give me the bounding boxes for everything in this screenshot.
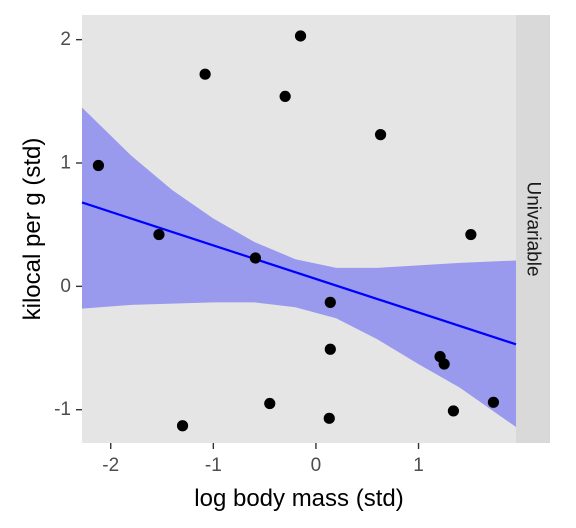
data-point	[279, 90, 291, 103]
x-tick-label: 0	[311, 455, 322, 476]
facet-label: Univariable	[523, 181, 544, 276]
y-axis: -1 0 1 2	[54, 29, 82, 420]
data-point	[438, 358, 450, 370]
data-points	[92, 30, 500, 432]
data-point	[465, 228, 477, 241]
data-point	[447, 405, 460, 417]
data-point	[249, 252, 261, 264]
x-axis: -2 -1 0 1	[102, 443, 424, 476]
data-point	[324, 343, 336, 355]
data-point	[323, 412, 335, 424]
data-point	[374, 129, 387, 141]
data-point	[264, 397, 276, 410]
data-point	[199, 68, 211, 80]
data-point	[153, 228, 165, 241]
y-tick-label: 1	[60, 153, 71, 174]
y-axis-title: kilocal per g (std)	[19, 138, 46, 321]
data-point	[92, 159, 105, 172]
x-axis-title: log body mass (std)	[194, 485, 403, 512]
data-point	[294, 30, 307, 42]
data-point	[176, 420, 189, 432]
confidence-band	[82, 107, 516, 427]
x-tick-label: -2	[102, 455, 119, 476]
facet-strip	[516, 15, 550, 443]
regression-line	[81, 201, 517, 346]
y-tick-label: 0	[60, 276, 71, 297]
data-point	[487, 396, 500, 408]
y-tick-label: 2	[60, 29, 71, 50]
x-tick-label: -1	[205, 455, 222, 476]
data-point	[324, 296, 336, 308]
x-tick-label: 1	[413, 455, 424, 476]
y-tick-label: -1	[54, 399, 71, 420]
